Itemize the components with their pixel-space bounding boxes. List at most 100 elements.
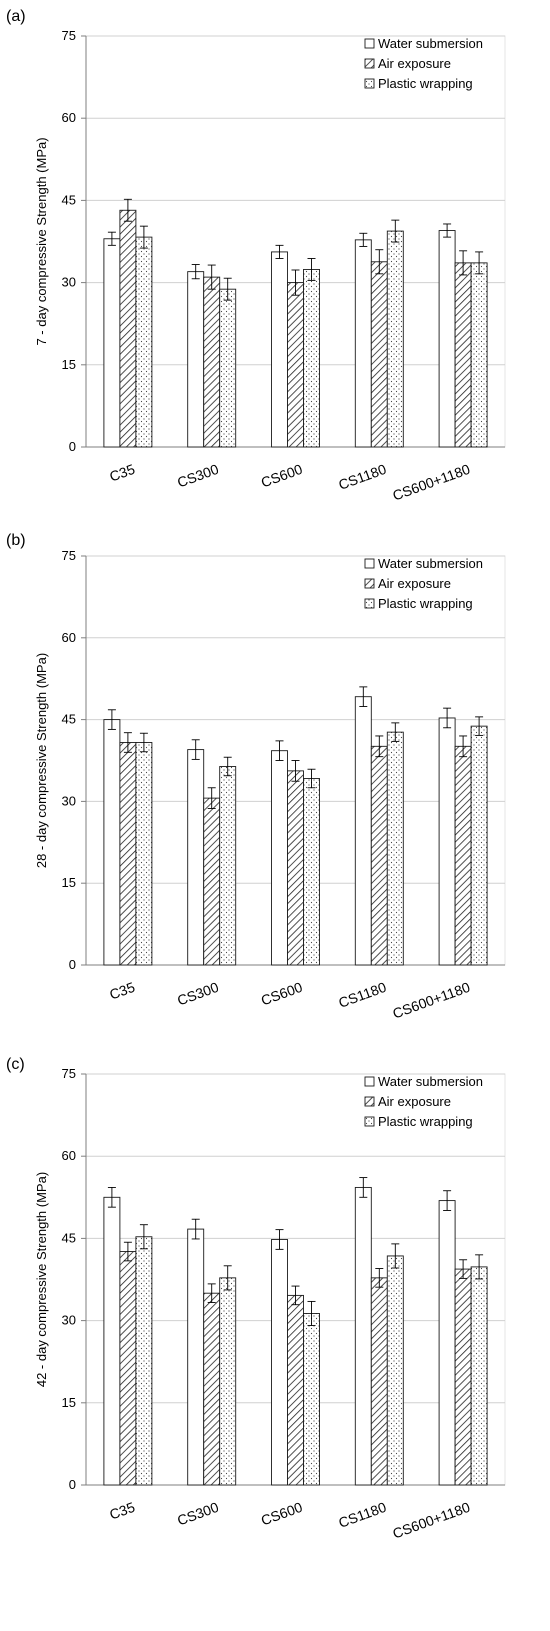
bar: [370, 1277, 388, 1486]
panel-c: (c) 0 15 30 45 60 75 42 - day compressive Stre…: [0, 1052, 550, 1631]
legend-label: Water submersion: [378, 36, 483, 51]
x-tick-label: CS300: [175, 461, 221, 491]
legend-swatch: [364, 558, 375, 569]
bar: [470, 1266, 488, 1486]
y-tick-label: 0: [69, 1477, 76, 1492]
x-tick-label: CS600: [259, 1499, 305, 1529]
x-tick-label: C35: [107, 1499, 137, 1523]
bar: [119, 209, 137, 448]
bar: [470, 262, 488, 448]
legend-swatch: [364, 598, 375, 609]
bar: [454, 262, 472, 448]
bar: [370, 745, 388, 966]
x-tick-label: C35: [107, 461, 137, 485]
panel-a: (a) 0 15 30 45 60 75 7 - day compressive Stren…: [0, 0, 550, 510]
x-tick-label: C35: [107, 979, 137, 1003]
bar: [438, 1200, 456, 1486]
x-tick-label: CS1180: [336, 461, 388, 493]
x-tick-label: CS1180: [336, 1499, 388, 1531]
x-tick-label: CS600: [259, 979, 305, 1009]
legend-label: Plastic wrapping: [378, 596, 473, 611]
legend-label: Water submersion: [378, 1074, 483, 1089]
bar: [386, 731, 404, 966]
bar: [135, 1236, 153, 1486]
x-tick-label: CS1180: [336, 979, 388, 1011]
y-tick-label: 45: [62, 192, 76, 207]
bar: [103, 238, 121, 448]
bar: [203, 276, 221, 448]
x-tick-label: CS300: [175, 979, 221, 1009]
bar: [187, 749, 205, 966]
x-tick-label: CS600+1180: [390, 1499, 472, 1542]
legend-swatch: [364, 78, 375, 89]
panel-label: (b): [6, 532, 26, 549]
x-tick-label: CS600+1180: [390, 461, 472, 504]
legend-swatch: [364, 38, 375, 49]
panel-label: (a): [6, 8, 26, 25]
y-tick-label: 30: [62, 793, 76, 808]
bar: [354, 696, 372, 966]
y-tick-label: 60: [62, 110, 76, 125]
bar: [454, 745, 472, 966]
bar: [187, 271, 205, 448]
bar: [219, 288, 237, 448]
y-axis-label: 7 - day compressive Strength (MPa): [34, 137, 49, 345]
legend-swatch: [364, 1096, 375, 1107]
bar: [219, 1277, 237, 1486]
bar: [271, 750, 288, 966]
bar: [354, 239, 372, 448]
legend-swatch: [364, 1116, 375, 1127]
x-tick-label: CS600+1180: [390, 979, 472, 1022]
y-tick-label: 60: [62, 630, 76, 645]
y-tick-label: 75: [62, 28, 76, 43]
bar: [287, 1294, 304, 1486]
bar: [386, 230, 404, 448]
bar: [470, 725, 488, 966]
bar: [135, 742, 153, 966]
bar: [354, 1186, 372, 1486]
bar: [303, 268, 320, 448]
bar: [303, 778, 320, 966]
y-axis-label: 28 - day compressive Strength (MPa): [34, 653, 49, 868]
x-tick-label: CS300: [175, 1499, 221, 1529]
bar: [187, 1228, 205, 1486]
legend-label: Air exposure: [378, 56, 451, 71]
y-tick-label: 45: [62, 1230, 76, 1245]
legend-label: Air exposure: [378, 576, 451, 591]
chart-b: 0 15 30 45 60 75 28 - day compressive Strength…: [34, 548, 506, 1022]
legend-swatch: [364, 58, 375, 69]
bar: [438, 230, 456, 448]
bar: [103, 1196, 121, 1486]
y-tick-label: 75: [62, 1066, 76, 1081]
y-tick-label: 30: [62, 1313, 76, 1328]
legend-label: Water submersion: [378, 556, 483, 571]
y-axis-label: 42 - day compressive Strength (MPa): [34, 1172, 49, 1387]
bar: [287, 282, 304, 448]
y-tick-label: 75: [62, 548, 76, 563]
bar: [219, 766, 237, 966]
bar: [454, 1268, 472, 1486]
bar: [386, 1255, 404, 1486]
panel-b: (b) 0 15 30 45 60 75 28 - day compressive Stre…: [0, 526, 550, 1046]
y-tick-label: 30: [62, 275, 76, 290]
y-tick-label: 15: [62, 875, 76, 890]
y-tick-label: 15: [62, 1395, 76, 1410]
bar: [119, 1251, 137, 1486]
chart-a: 0 15 30 45 60 75 7 - day compressive Strength …: [34, 28, 506, 504]
legend-label: Air exposure: [378, 1094, 451, 1109]
y-tick-label: 60: [62, 1148, 76, 1163]
panel-label: (c): [6, 1056, 25, 1073]
legend-label: Plastic wrapping: [378, 76, 473, 91]
y-tick-label: 0: [69, 957, 76, 972]
legend-swatch: [364, 578, 375, 589]
x-tick-label: CS600: [259, 461, 305, 491]
bar: [119, 742, 137, 966]
bar: [103, 719, 121, 966]
bar: [203, 1292, 221, 1486]
y-tick-label: 45: [62, 712, 76, 727]
bar: [438, 717, 456, 966]
bar: [271, 1239, 288, 1486]
bar: [370, 261, 388, 448]
bar: [303, 1313, 320, 1486]
legend-swatch: [364, 1076, 375, 1087]
